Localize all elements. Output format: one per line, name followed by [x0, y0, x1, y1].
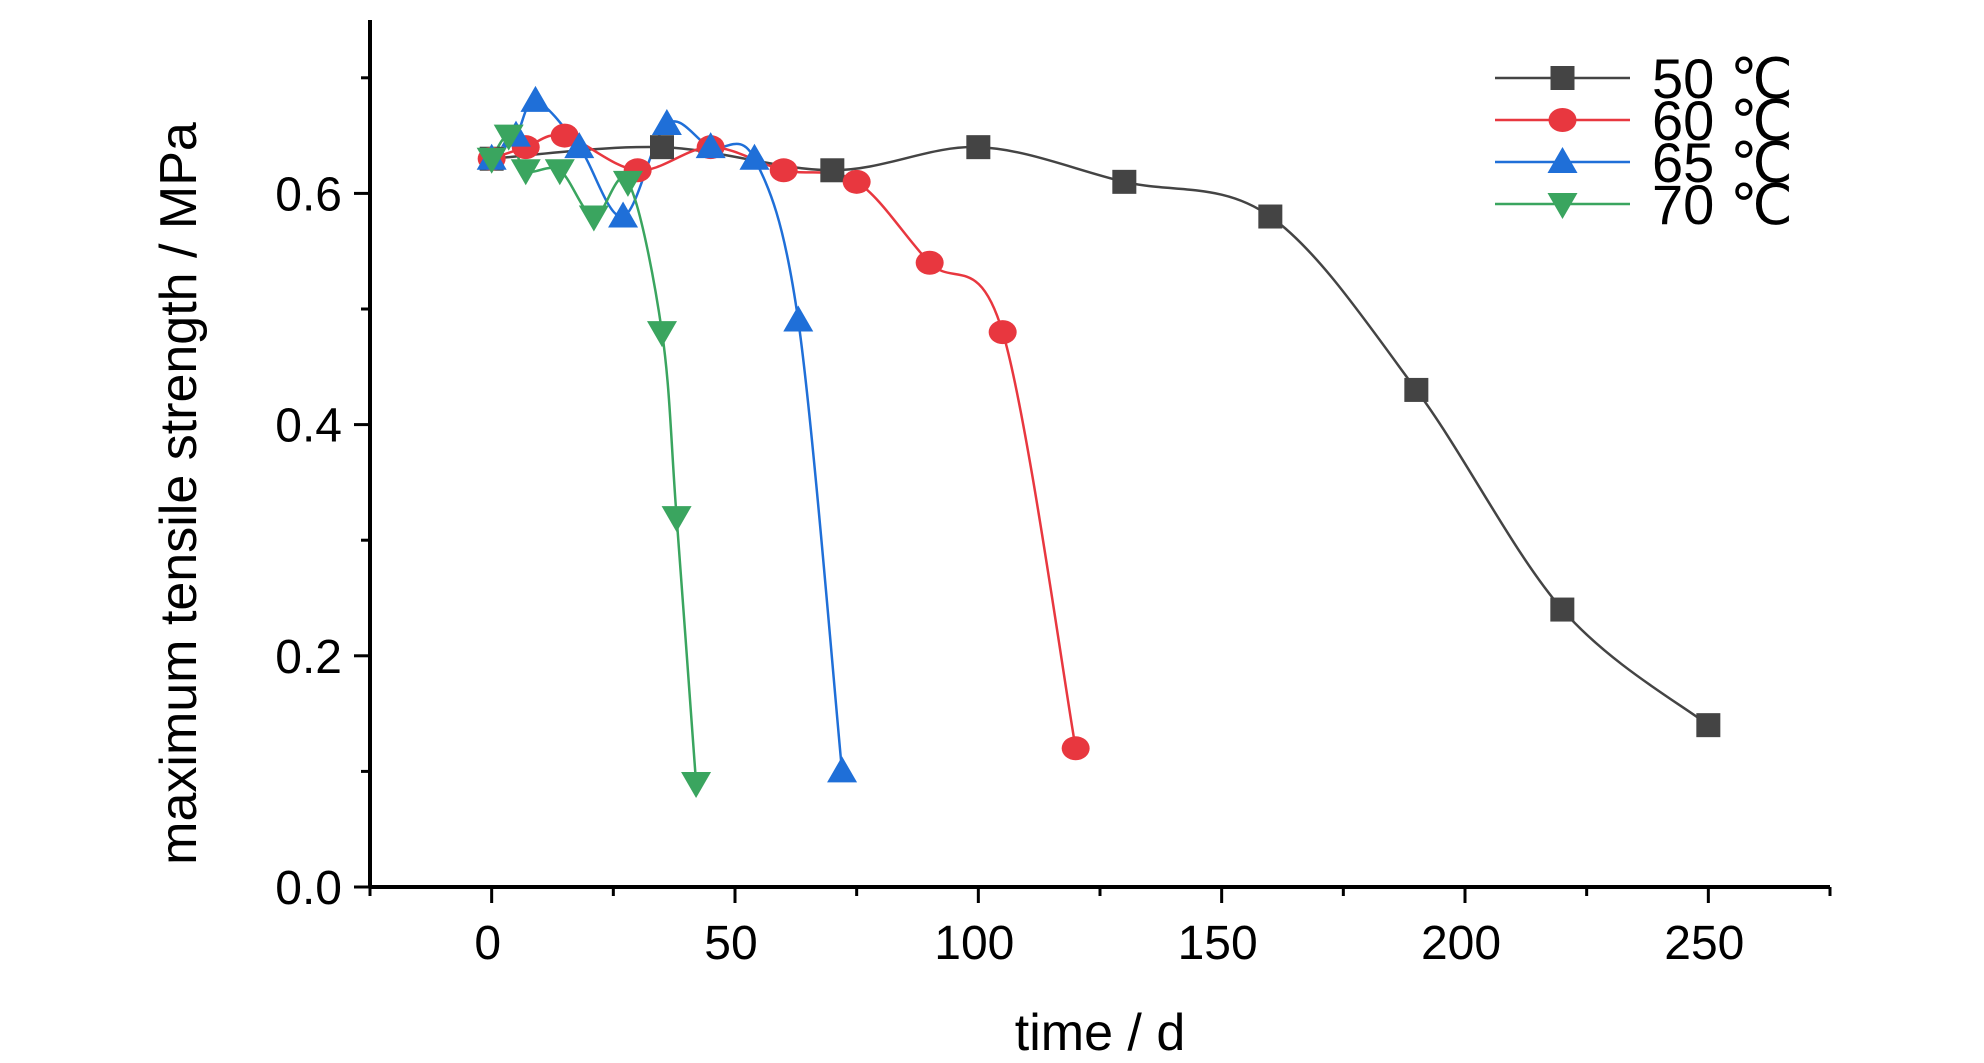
data-point: [695, 132, 726, 159]
data-point: [1112, 169, 1137, 194]
series-line-3: [490, 134, 698, 784]
legend-label-1: 60 ℃: [1652, 89, 1793, 152]
axes: 0 50 100 150 200 250 0.0 0.2 0.4 0.6: [275, 20, 1832, 970]
data-point: [550, 123, 579, 148]
data-point: [1404, 377, 1429, 402]
data-point: [647, 321, 677, 348]
legend-marker-2: [1547, 147, 1578, 173]
series-line-1: [491, 133, 1077, 749]
legend-label-3: 70 ℃: [1652, 173, 1793, 236]
y-tick-label: 0.0: [275, 862, 342, 915]
data-point: [842, 169, 871, 194]
data-point: [739, 143, 770, 170]
legend-marker-0: [1550, 66, 1575, 90]
data-point: [608, 201, 639, 228]
y-axis-title: maximum tensile strength / MPa: [150, 122, 208, 865]
legend-label-2: 65 ℃: [1652, 131, 1793, 194]
data-point: [820, 158, 845, 183]
x-tick-label: 250: [1664, 917, 1744, 970]
legend: 50 ℃60 ℃65 ℃70 ℃: [1495, 47, 1793, 236]
data-point: [493, 124, 524, 151]
series-line-2: [490, 99, 844, 772]
data-point: [578, 205, 609, 232]
y-tick-label: 0.4: [275, 400, 342, 453]
data-point: [769, 158, 798, 183]
data-point: [510, 159, 541, 186]
data-point: [1061, 736, 1090, 761]
data-point: [783, 305, 814, 332]
data-point: [915, 250, 944, 275]
data-point: [988, 320, 1017, 345]
y-tick-label: 0.6: [275, 168, 342, 221]
data-point: [564, 132, 595, 159]
x-axis-title: time / d: [1015, 1004, 1186, 1062]
legend-marker-1: [1548, 108, 1577, 132]
data-point: [476, 147, 507, 174]
data-point: [966, 135, 991, 160]
data-point: [827, 756, 858, 783]
x-tick-label: 150: [1178, 917, 1258, 970]
legend-label-0: 50 ℃: [1652, 47, 1793, 110]
legend-marker-3: [1547, 193, 1578, 219]
x-tick-label: 50: [704, 917, 757, 970]
data-point: [1696, 713, 1721, 738]
x-tick-label: 200: [1421, 917, 1501, 970]
data-point: [650, 135, 674, 160]
data-point: [651, 109, 682, 136]
x-tick-label: 0: [474, 917, 501, 970]
series-line-0: [491, 145, 1710, 727]
data-point: [1258, 204, 1283, 229]
y-tick-label: 0.2: [275, 631, 342, 684]
data-point: [520, 85, 551, 112]
data-point: [661, 506, 692, 533]
data-point: [612, 170, 643, 197]
data-point: [544, 159, 575, 186]
x-tick-label: 100: [934, 917, 1014, 970]
data-point: [1550, 597, 1575, 622]
series-markers: [476, 85, 1721, 798]
data-point: [681, 771, 712, 798]
